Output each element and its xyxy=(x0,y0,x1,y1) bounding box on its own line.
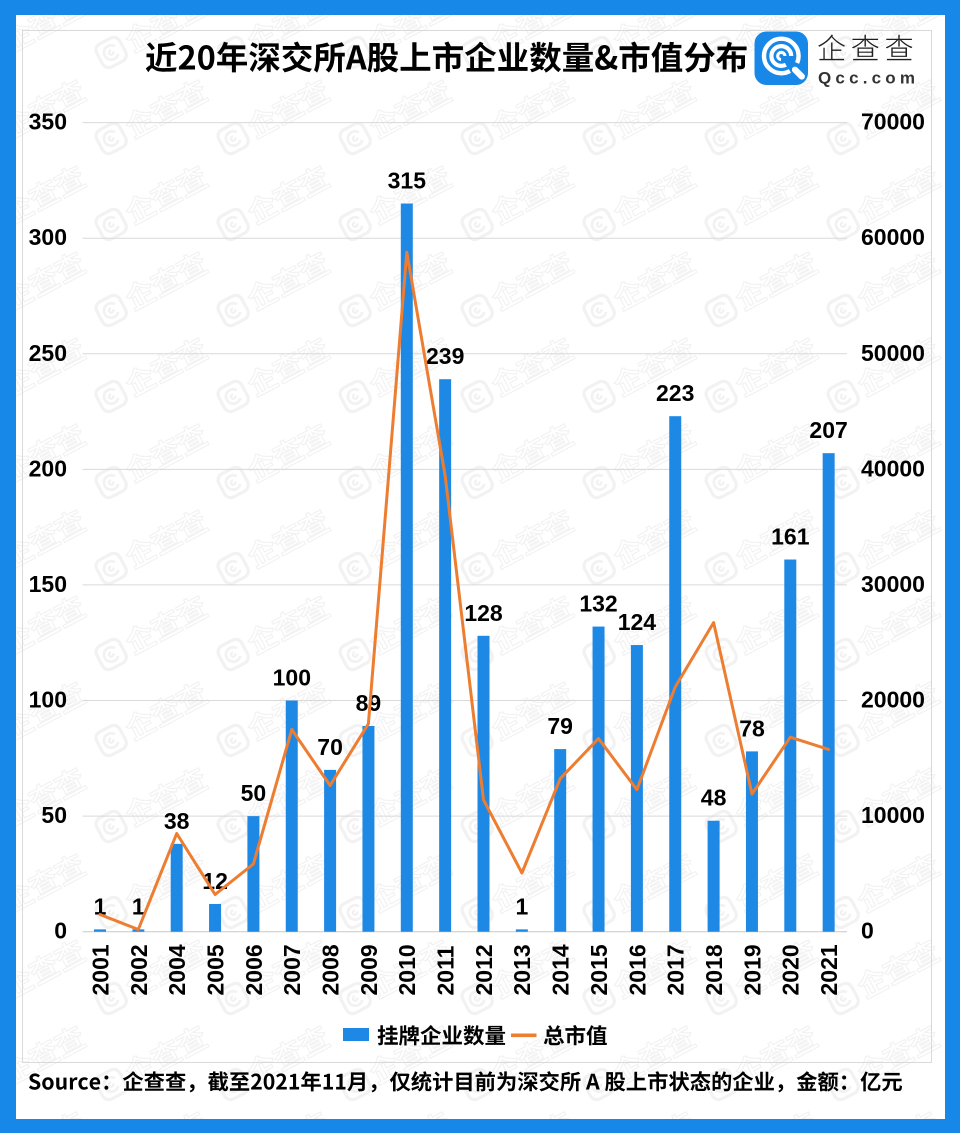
svg-text:30000: 30000 xyxy=(861,571,925,597)
svg-text:250: 250 xyxy=(29,340,67,366)
svg-text:200: 200 xyxy=(29,455,67,481)
svg-text:38: 38 xyxy=(164,808,190,834)
svg-text:100: 100 xyxy=(29,687,67,713)
svg-text:2008: 2008 xyxy=(318,944,344,995)
svg-text:10000: 10000 xyxy=(861,802,925,828)
svg-text:0: 0 xyxy=(861,918,874,944)
svg-text:1: 1 xyxy=(132,893,145,919)
svg-text:2015: 2015 xyxy=(586,944,612,995)
svg-text:2011: 2011 xyxy=(433,945,459,995)
svg-text:Qcc.com: Qcc.com xyxy=(818,69,919,88)
svg-text:150: 150 xyxy=(29,571,67,597)
svg-text:128: 128 xyxy=(464,600,503,626)
svg-text:2016: 2016 xyxy=(624,944,650,995)
svg-text:300: 300 xyxy=(29,224,67,250)
svg-text:315: 315 xyxy=(388,168,427,194)
svg-text:100: 100 xyxy=(273,665,311,691)
svg-text:2002: 2002 xyxy=(126,944,152,995)
svg-text:78: 78 xyxy=(739,715,765,741)
svg-text:60000: 60000 xyxy=(861,224,925,250)
svg-text:70000: 70000 xyxy=(861,109,925,135)
svg-text:2006: 2006 xyxy=(241,944,267,995)
svg-text:1: 1 xyxy=(94,893,107,919)
svg-text:223: 223 xyxy=(656,380,694,406)
svg-text:48: 48 xyxy=(701,785,727,811)
svg-text:2007: 2007 xyxy=(279,944,305,995)
svg-text:20000: 20000 xyxy=(861,687,925,713)
svg-text:2004: 2004 xyxy=(164,944,190,995)
svg-text:2005: 2005 xyxy=(203,944,229,995)
svg-text:40000: 40000 xyxy=(861,455,925,481)
svg-text:1: 1 xyxy=(516,893,529,919)
svg-text:239: 239 xyxy=(426,343,464,369)
svg-text:2021: 2021 xyxy=(816,944,842,995)
svg-text:2014: 2014 xyxy=(548,944,574,995)
svg-text:50: 50 xyxy=(241,780,267,806)
svg-text:2001: 2001 xyxy=(87,944,113,995)
svg-text:50: 50 xyxy=(41,802,67,828)
svg-text:207: 207 xyxy=(809,417,847,443)
svg-text:2012: 2012 xyxy=(471,944,497,995)
svg-text:2018: 2018 xyxy=(701,944,727,995)
svg-text:70: 70 xyxy=(317,734,343,760)
svg-text:132: 132 xyxy=(579,591,617,617)
svg-text:161: 161 xyxy=(771,524,810,550)
svg-text:2020: 2020 xyxy=(778,944,804,995)
svg-text:50000: 50000 xyxy=(861,340,925,366)
svg-text:2010: 2010 xyxy=(394,944,420,995)
svg-text:350: 350 xyxy=(29,109,67,135)
svg-text:0: 0 xyxy=(54,918,67,944)
svg-text:2009: 2009 xyxy=(356,944,382,995)
svg-text:2013: 2013 xyxy=(509,944,535,995)
svg-text:79: 79 xyxy=(547,713,573,739)
svg-text:124: 124 xyxy=(618,609,657,635)
svg-text:2017: 2017 xyxy=(663,944,689,995)
svg-text:2019: 2019 xyxy=(739,944,765,995)
